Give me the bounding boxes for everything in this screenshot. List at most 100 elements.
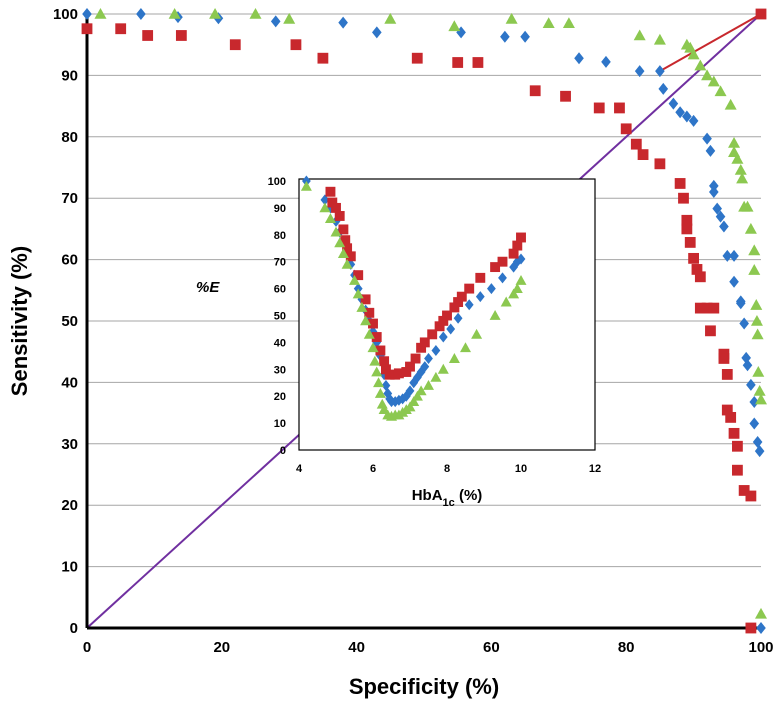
red-square-point — [705, 325, 716, 337]
blue-diamond-point — [719, 220, 729, 233]
inset-x-tick-label: 8 — [444, 463, 450, 475]
green-triangle-point — [731, 152, 744, 164]
green-triangle-point — [752, 365, 765, 377]
red-square-point — [681, 223, 693, 235]
inset-y-tick-label: 70 — [274, 257, 286, 269]
inset-green-triangle-point — [356, 301, 368, 312]
blue-diamond-point — [456, 26, 466, 39]
inset-green-triangle-point — [500, 296, 512, 307]
green-triangle-point — [687, 48, 700, 60]
inset-blue-diamond-point — [331, 215, 341, 227]
inset-blue-diamond-point — [453, 312, 463, 324]
inset-red-square-point — [368, 318, 378, 329]
blue-diamond-point — [752, 435, 763, 448]
inset-red-square-point — [375, 345, 386, 356]
main-axes — [85, 14, 761, 630]
red-square-point — [728, 427, 740, 439]
inset-green-triangle-point — [319, 202, 331, 213]
red-square-point — [620, 123, 632, 135]
red-square-point — [688, 252, 699, 264]
inset-red-square-point — [516, 232, 526, 243]
inset-red-square-point — [331, 202, 341, 213]
inset-x-label-main: HbA — [412, 487, 443, 504]
inset-red-square-point — [416, 342, 427, 353]
red-square-point — [745, 490, 757, 502]
red-square-point — [718, 353, 730, 364]
blue-diamond-point — [658, 82, 669, 95]
blue-diamond-point — [270, 15, 281, 28]
blue-diamond-point — [688, 114, 699, 127]
red-square-point — [529, 85, 541, 97]
red-square-point — [317, 52, 329, 64]
inset-red-square-point — [442, 310, 452, 321]
green-triangle-point — [694, 59, 707, 71]
blue-diamond-point — [709, 179, 719, 192]
inset-red-square-point — [381, 364, 391, 375]
blue-diamond-point — [655, 65, 665, 78]
inset-green-triangle-point — [423, 379, 434, 390]
green-triangle-point — [448, 20, 461, 32]
inset-tick-labels: 0 10 20 30 40 50 60 70 80 90 100 4 6 8 10 12 — [268, 176, 601, 475]
blue-diamond-point — [520, 30, 530, 43]
green-triangle-point — [701, 69, 714, 81]
inset-green-triangle-point — [374, 388, 386, 398]
inset-red-square-point — [334, 211, 345, 221]
green-triangle-point — [748, 244, 761, 256]
red-square-point — [654, 158, 666, 170]
blue-diamond-point — [756, 622, 766, 634]
red-square-point — [732, 464, 743, 476]
inset-green-triangle-point — [460, 342, 471, 353]
green-triangle-point — [728, 136, 741, 148]
inset-blue-diamond-point — [405, 385, 415, 397]
inset-red-square-point — [427, 329, 438, 340]
inset-blue-diamond-point — [320, 194, 330, 206]
inset-blue-diamond-point — [368, 326, 378, 338]
red-square-point — [452, 57, 464, 68]
red-square-point — [701, 302, 713, 314]
green-triangle-point — [741, 200, 754, 212]
x-tick-label: 0 — [83, 639, 91, 656]
x-tick-label: 100 — [748, 639, 773, 656]
blue-diamond-point — [682, 110, 692, 123]
inset-red-square-point — [360, 294, 371, 305]
inset-x-tick-label: 6 — [370, 463, 376, 475]
inset-red-square-point — [497, 256, 508, 267]
red-square-point — [684, 237, 696, 248]
inset-green-triangle-point — [324, 213, 336, 224]
inset-y-tick-label: 40 — [274, 337, 286, 349]
green-triangle-point — [744, 222, 757, 234]
inset-red-square-point — [353, 270, 364, 281]
red-square-point — [290, 39, 302, 51]
inset-green-triangle-point — [508, 288, 520, 299]
y-tick-label: 50 — [61, 313, 78, 330]
blue-diamond-point — [712, 202, 722, 215]
red-square-point — [674, 178, 686, 189]
blue-diamond-point — [754, 445, 765, 458]
red-square-point — [637, 149, 649, 161]
inset-green-triangle-point — [404, 401, 416, 412]
red-square-point — [681, 214, 693, 226]
y-tick-label: 100 — [53, 6, 78, 23]
green-triangle-point — [748, 264, 761, 275]
green-triangle-point — [753, 384, 766, 396]
blue-diamond-point — [574, 52, 584, 65]
red-square-point — [81, 23, 93, 35]
inset-red-square-point — [384, 369, 395, 380]
green-triangle-point — [736, 172, 749, 184]
inset-y-tick-label: 60 — [274, 284, 286, 296]
inset-y-label: %E — [196, 279, 220, 296]
red-square-point — [708, 302, 720, 314]
inset-green-triangle-point — [415, 385, 427, 396]
inset-y-tick-label: 20 — [274, 391, 286, 403]
green-triangle-point — [249, 8, 262, 19]
inset-y-tick-label: 90 — [274, 203, 286, 215]
green-triangle-point — [750, 299, 763, 310]
inset-chart: 0 10 20 30 40 50 60 70 80 90 100 4 6 8 10 12 %E HbA1c (… — [196, 175, 601, 509]
inset-red-square-point — [325, 186, 336, 197]
green-triangle-point — [283, 12, 296, 24]
inset-green-triangle-point — [363, 328, 375, 339]
blue-diamond-point — [702, 132, 712, 145]
y-tick-label: 10 — [61, 559, 78, 576]
red-square-point — [593, 102, 605, 114]
